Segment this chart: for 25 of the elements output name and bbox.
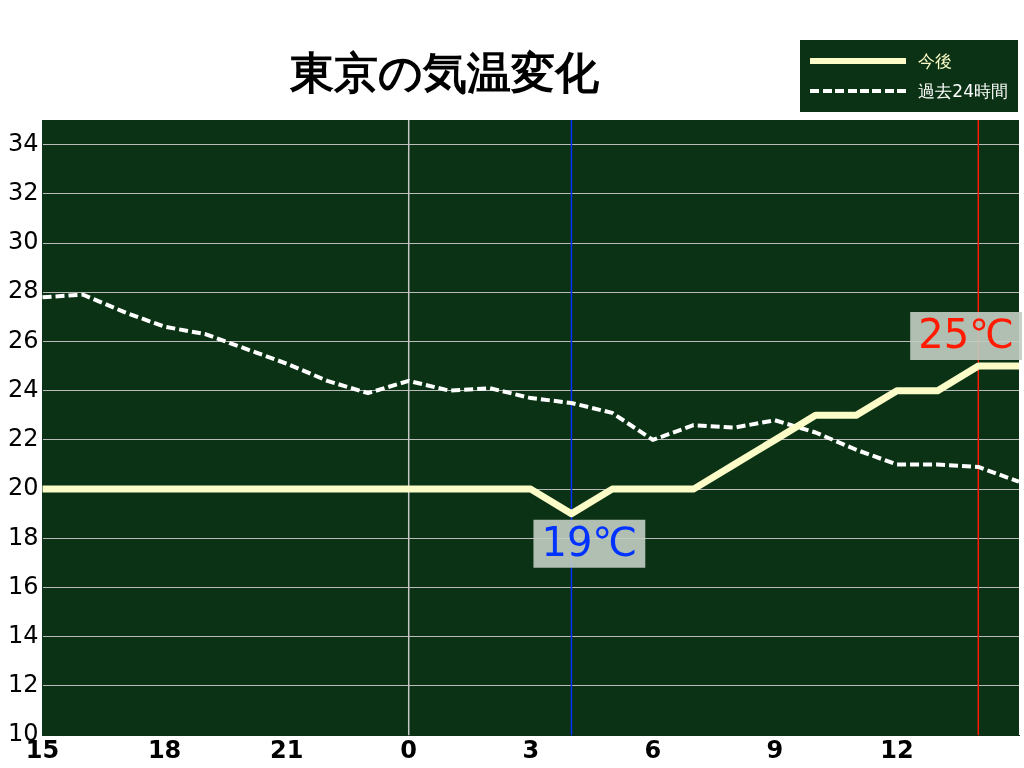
y-tick-label: 12 (7, 670, 39, 699)
y-tick-label: 16 (7, 571, 39, 600)
y-tick-label: 26 (7, 325, 39, 354)
legend-label: 過去24時間 (918, 79, 1008, 103)
x-tick-label: 9 (766, 735, 784, 764)
x-tick-label: 21 (269, 735, 304, 764)
y-tick-label: 18 (7, 522, 39, 551)
annotation: 25℃ (918, 311, 1015, 358)
y-tick-label: 34 (7, 128, 39, 157)
line-series (40, 292, 1021, 484)
y-tick-label: 28 (7, 276, 39, 305)
x-tick-label: 6 (644, 735, 662, 764)
annotation: 19℃ (541, 519, 638, 566)
y-tick-label: 32 (7, 178, 39, 207)
x-tick-label: 3 (522, 735, 540, 764)
x-tick-label: 12 (880, 735, 914, 764)
y-tick-label: 24 (7, 374, 39, 403)
x-tick-label: 0 (400, 735, 418, 764)
y-tick-label: 30 (7, 227, 39, 256)
chart-title: 東京の気温変化 (290, 46, 599, 100)
y-tick-label: 14 (7, 621, 39, 649)
x-tick-label: 18 (147, 735, 182, 764)
text: 今後 (918, 49, 953, 73)
y-tick-label: 22 (7, 424, 39, 453)
y-tick-label: 20 (7, 473, 39, 502)
